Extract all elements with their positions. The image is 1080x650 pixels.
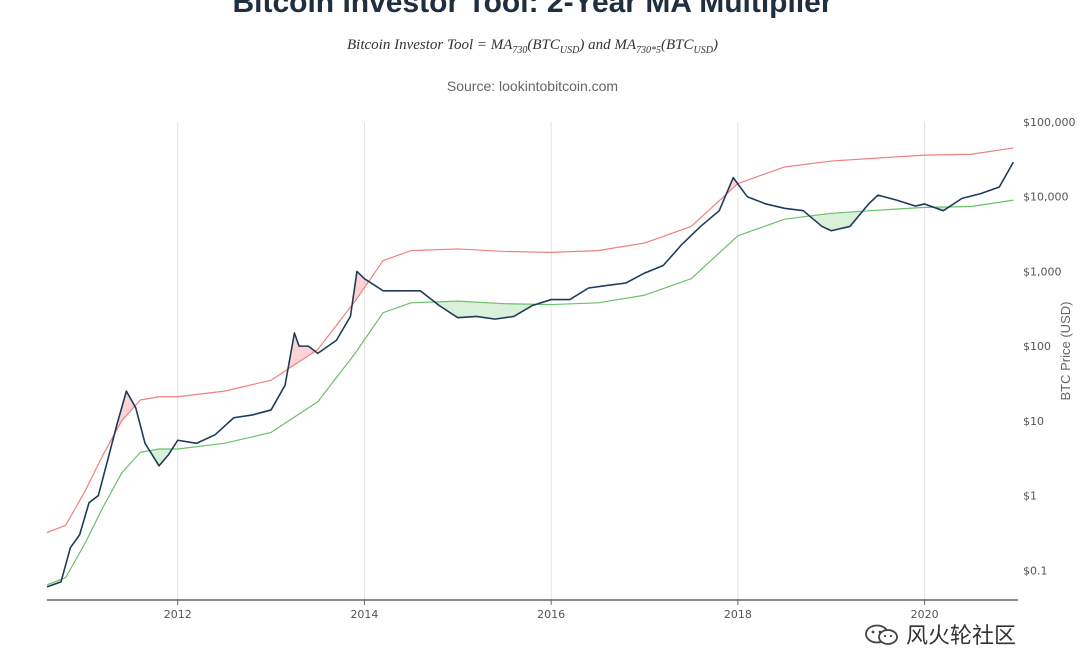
formula-sub-3: 730*5 xyxy=(636,45,662,56)
y-tick-label: $100,000 xyxy=(1023,116,1076,129)
x-tick-label: 2020 xyxy=(911,608,939,621)
above-upper-fill xyxy=(726,177,737,194)
x-tick-label: 2016 xyxy=(537,608,565,621)
chart-source: Source: lookintobitcoin.com xyxy=(446,78,619,94)
y-tick-label: $100 xyxy=(1023,340,1051,353)
above-upper-fill xyxy=(114,392,134,434)
y-tick-label: $1,000 xyxy=(1023,265,1062,278)
formula-sub-1: 730 xyxy=(512,45,528,56)
y-axis-ticks: $0.1 $1 $10 $100 $1,000 $10,000 $100,000 xyxy=(1023,116,1076,577)
watermark-text: 风火轮社区 xyxy=(906,624,1017,649)
formula-mid-3: (BTC xyxy=(661,37,694,53)
upper-ma-line xyxy=(46,147,1014,534)
lower-ma-line xyxy=(46,199,1014,586)
above-upper-fill xyxy=(353,272,368,304)
y-axis-title: BTC Price (USD) xyxy=(1058,302,1073,401)
watermark: 风火轮社区 xyxy=(862,618,1016,650)
series-lines xyxy=(46,147,1015,588)
x-tick-label: 2014 xyxy=(350,608,378,621)
x-tick-label: 2018 xyxy=(724,608,752,621)
formula-lead: Bitcoin Investor Tool = MA xyxy=(347,37,513,53)
formula-tail: ) xyxy=(712,37,718,53)
formula-mid-2: ) and MA xyxy=(579,37,637,53)
below-lower-fill xyxy=(934,206,949,211)
band-fills xyxy=(47,177,949,587)
above-upper-fill xyxy=(288,334,315,369)
below-lower-fill xyxy=(150,448,172,466)
y-tick-label: $10 xyxy=(1023,415,1044,428)
y-tick-label: $0.1 xyxy=(1023,564,1048,577)
btc-price-line xyxy=(46,161,1015,588)
wechat-icon xyxy=(865,624,898,645)
chart-title: Bitcoin Investor Tool: 2-Year MA Multipl… xyxy=(232,0,833,19)
chart-formula: Bitcoin Investor Tool = MA730(BTCUSD) an… xyxy=(0,37,1065,56)
y-tick-label: $1 xyxy=(1023,490,1037,503)
x-axis-ticks: 2012 2014 2016 2018 2020 xyxy=(164,600,939,621)
formula-sub-2: USD xyxy=(559,45,580,56)
formula-sub-4: USD xyxy=(693,45,713,56)
y-tick-label: $10,000 xyxy=(1023,191,1069,204)
x-tick-label: 2012 xyxy=(164,608,192,621)
x-gridlines xyxy=(177,122,926,600)
below-lower-fill xyxy=(435,301,535,320)
formula-mid-1: (BTC xyxy=(527,37,560,53)
